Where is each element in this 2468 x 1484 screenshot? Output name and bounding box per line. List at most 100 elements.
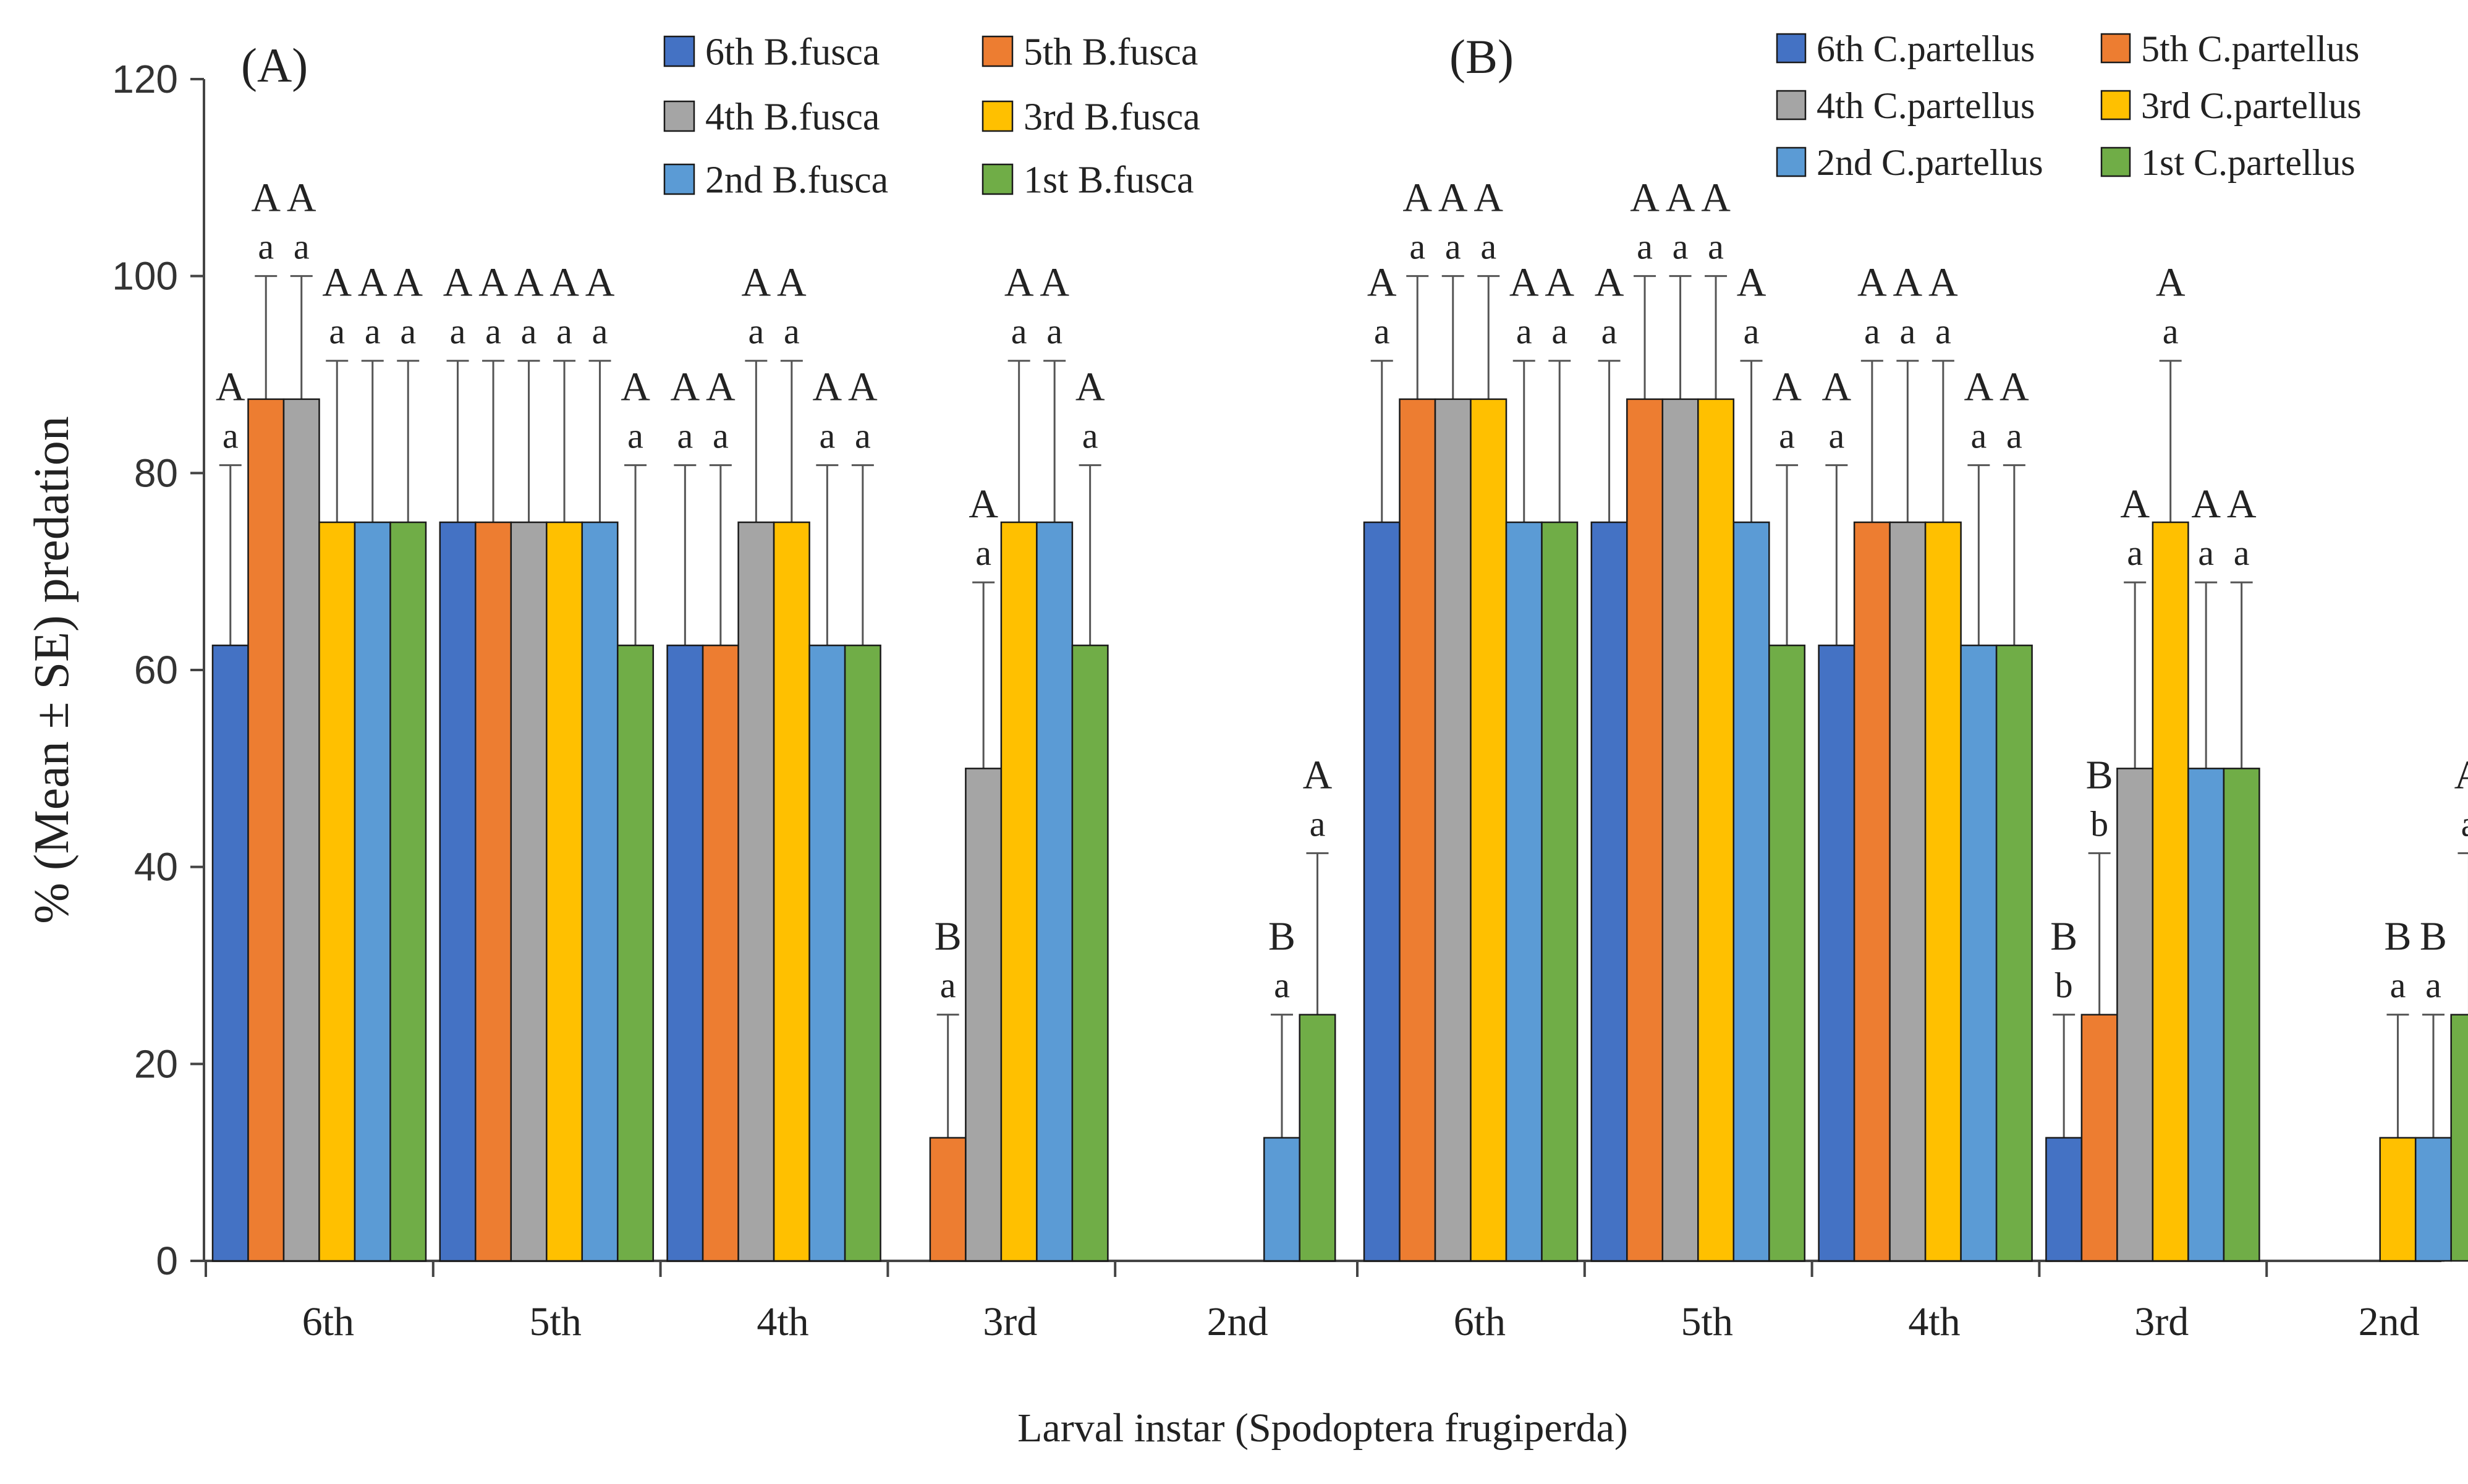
significance-lower: a bbox=[1744, 312, 1760, 352]
bar bbox=[1299, 1014, 1336, 1262]
significance-upper: A bbox=[1928, 260, 1958, 305]
significance-upper: A bbox=[1772, 365, 1802, 410]
significance-lower: a bbox=[1082, 416, 1098, 456]
bar bbox=[1000, 521, 1038, 1262]
bar bbox=[1818, 644, 1855, 1262]
bar bbox=[1697, 398, 1735, 1262]
legend-swatch bbox=[982, 35, 1014, 67]
y-tick-label: 120 bbox=[112, 57, 178, 101]
legend-swatch bbox=[2100, 146, 2131, 177]
x-group-ticks bbox=[205, 1261, 2268, 1277]
x-tick-label: 3rd bbox=[983, 1299, 1037, 1344]
significance-upper: A bbox=[1402, 176, 1432, 221]
significance-upper: B bbox=[935, 914, 962, 959]
bar bbox=[2450, 1014, 2468, 1262]
legend-entry: 4th B.fusca bbox=[705, 96, 880, 138]
significance-lower: a bbox=[485, 312, 501, 352]
significance-upper: A bbox=[1040, 260, 1069, 305]
bar bbox=[1470, 398, 1508, 1262]
y-tick-label: 20 bbox=[134, 1041, 178, 1086]
significance-upper: A bbox=[2191, 481, 2221, 527]
bar bbox=[929, 1137, 967, 1262]
significance-upper: A bbox=[478, 260, 508, 305]
x-tick-label: 2nd bbox=[1207, 1299, 1268, 1344]
bar bbox=[1853, 521, 1891, 1262]
significance-upper: A bbox=[1630, 176, 1660, 221]
x-axis-title: Larval instar (Spodoptera frugiperda) bbox=[1017, 1406, 1628, 1451]
significance-upper: B bbox=[2050, 914, 2077, 959]
bar bbox=[1889, 521, 1927, 1262]
significance-lower: a bbox=[400, 312, 416, 352]
legend-swatch bbox=[663, 35, 695, 67]
y-tick-label: 60 bbox=[134, 648, 178, 692]
bar bbox=[2152, 521, 2189, 1262]
significance-upper: A bbox=[1701, 176, 1731, 221]
significance-lower: a bbox=[1310, 803, 1326, 844]
bar bbox=[1732, 521, 1770, 1262]
legend-entry: 6th C.partellus bbox=[1817, 28, 2035, 69]
significance-lower: a bbox=[294, 227, 310, 267]
bar bbox=[617, 644, 655, 1262]
y-tick-label: 80 bbox=[134, 451, 178, 495]
significance-upper: A bbox=[671, 365, 700, 410]
significance-lower: a bbox=[2006, 416, 2022, 456]
x-tick-label: 6th bbox=[1454, 1299, 1506, 1344]
y-tick-label: 40 bbox=[134, 845, 178, 889]
significance-upper: B bbox=[2384, 914, 2411, 959]
significance-lower: b bbox=[2055, 965, 2073, 1006]
significance-lower: a bbox=[784, 312, 800, 352]
legends: 6th B.fusca 5th B.fusca 4th B.fusca 3rd B.f… bbox=[663, 28, 2362, 201]
significance-lower: a bbox=[1480, 227, 1496, 267]
significance-lower: a bbox=[1970, 416, 1987, 456]
bar bbox=[2187, 768, 2225, 1262]
legend-entry: 2nd C.partellus bbox=[1817, 142, 2043, 183]
x-tick-label: 5th bbox=[530, 1299, 582, 1344]
significance-upper: A bbox=[287, 176, 316, 221]
significance-upper: A bbox=[443, 260, 473, 305]
significance-upper: A bbox=[2227, 481, 2257, 527]
bar bbox=[2080, 1014, 2118, 1262]
legend-swatch bbox=[663, 163, 695, 195]
significance-lower: a bbox=[1637, 227, 1653, 267]
significance-upper: A bbox=[1595, 260, 1624, 305]
significance-lower: a bbox=[2390, 965, 2406, 1006]
bar bbox=[1924, 521, 1962, 1262]
x-tick-label: 3rd bbox=[2134, 1299, 2189, 1344]
significance-upper: A bbox=[1545, 260, 1574, 305]
legend-entry: 5th B.fusca bbox=[1024, 32, 1198, 74]
bar bbox=[2116, 768, 2154, 1262]
significance-lower: a bbox=[1779, 416, 1795, 456]
significance-upper: B bbox=[2086, 752, 2113, 797]
significance-lower: a bbox=[1516, 312, 1532, 352]
significance-lower: a bbox=[258, 227, 274, 267]
significance-upper: A bbox=[1737, 260, 1766, 305]
bar bbox=[666, 644, 704, 1262]
bar bbox=[354, 521, 391, 1262]
bar bbox=[2223, 768, 2260, 1262]
significance-lower: a bbox=[1935, 312, 1951, 352]
significance-upper: A bbox=[322, 260, 352, 305]
bar bbox=[282, 398, 320, 1262]
bar bbox=[510, 521, 548, 1262]
significance-lower: a bbox=[1011, 312, 1027, 352]
bar bbox=[1541, 521, 1579, 1262]
bar bbox=[1768, 644, 1806, 1262]
significance-lower: a bbox=[2127, 533, 2143, 573]
bar bbox=[1363, 521, 1401, 1262]
significance-upper: B bbox=[1268, 914, 1295, 959]
legend-swatch bbox=[982, 100, 1014, 132]
legend-entry: 6th B.fusca bbox=[705, 32, 880, 74]
significance-upper: A bbox=[585, 260, 615, 305]
significance-upper: A bbox=[1999, 365, 2029, 410]
significance-lower: a bbox=[975, 533, 991, 573]
bar bbox=[389, 521, 427, 1262]
significance-upper: A bbox=[1666, 176, 1695, 221]
significance-lower: a bbox=[1673, 227, 1689, 267]
legend-swatch bbox=[1776, 90, 1807, 121]
bar bbox=[1434, 398, 1472, 1262]
significance-lower: a bbox=[556, 312, 572, 352]
x-tick-label: 4th bbox=[757, 1299, 808, 1344]
legend-swatch bbox=[2100, 90, 2131, 121]
bar bbox=[1505, 521, 1543, 1262]
significance-lower: a bbox=[592, 312, 608, 352]
